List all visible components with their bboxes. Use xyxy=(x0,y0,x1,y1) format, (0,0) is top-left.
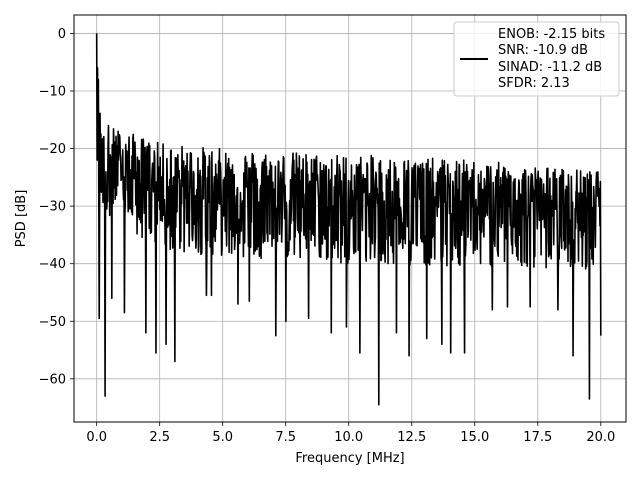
y-tick-label: −20 xyxy=(39,142,66,157)
x-tick-label: 0.0 xyxy=(86,430,107,445)
legend-line-sfdr: SFDR: 2.13 xyxy=(498,76,570,91)
y-tick-label: −10 xyxy=(39,84,66,99)
y-axis: 0 −10 −20 −30 −40 −50 −60 xyxy=(39,27,74,387)
y-tick-label: −40 xyxy=(39,257,66,272)
y-tick-label: −50 xyxy=(39,315,66,330)
y-axis-label: PSD [dB] xyxy=(14,190,29,248)
plot-frame xyxy=(73,14,627,423)
x-tick-label: 5.0 xyxy=(212,430,233,445)
legend-line-enob: ENOB: -2.15 bits xyxy=(498,27,605,42)
x-tick-label: 2.5 xyxy=(149,430,170,445)
legend-line-sinad: SINAD: -11.2 dB xyxy=(498,60,602,75)
y-tick-label: 0 xyxy=(58,27,66,42)
y-tick-label: −60 xyxy=(39,372,66,387)
x-tick-label: 20.0 xyxy=(586,430,615,445)
x-tick-label: 15.0 xyxy=(460,430,489,445)
series-layer xyxy=(95,33,602,406)
y-tick-label: −30 xyxy=(39,200,66,215)
x-axis-label: Frequency [MHz] xyxy=(295,451,404,466)
legend-box xyxy=(453,21,620,97)
x-axis: 0.0 2.5 5.0 7.5 10.0 12.5 15.0 17.5 20.0 xyxy=(86,422,615,445)
x-tick-label: 12.5 xyxy=(397,430,426,445)
x-tick-label: 10.0 xyxy=(334,430,363,445)
psd-series-line xyxy=(95,33,602,406)
x-tick-label: 17.5 xyxy=(523,430,552,445)
legend: ENOB: -2.15 bits SNR: -10.9 dB SINAD: -1… xyxy=(453,21,620,97)
x-tick-label: 7.5 xyxy=(275,430,296,445)
legend-line-snr: SNR: -10.9 dB xyxy=(498,43,588,58)
